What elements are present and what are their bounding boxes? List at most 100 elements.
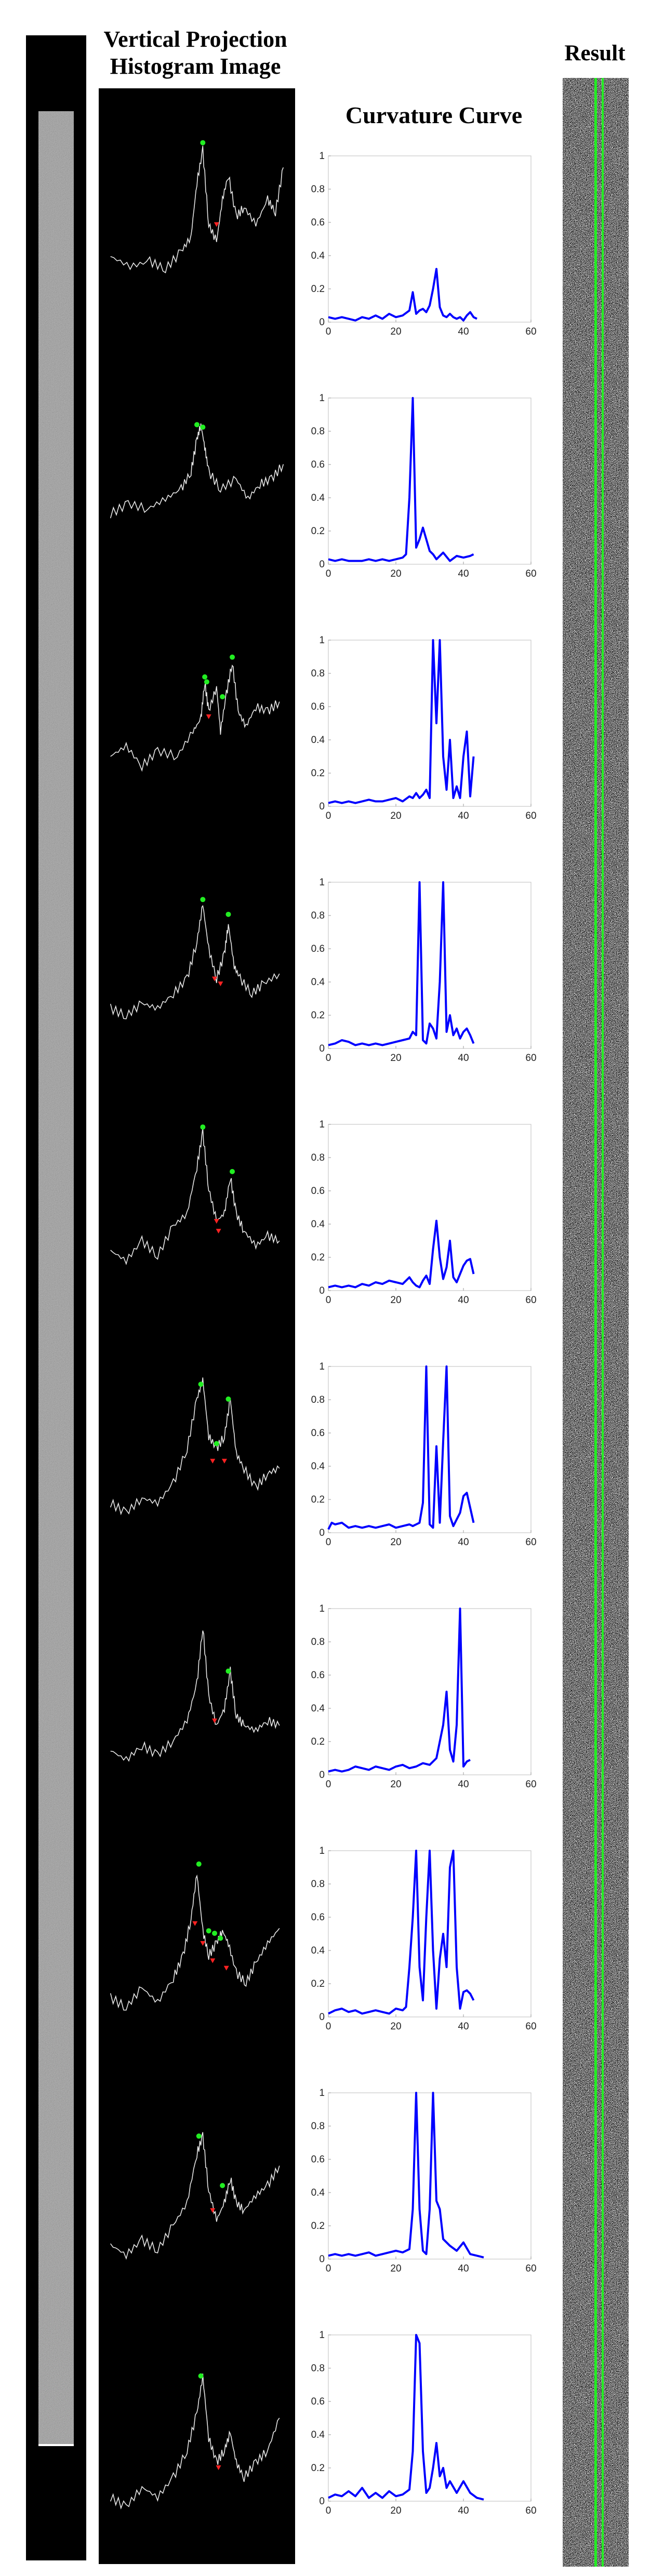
input-strip-panel [26, 35, 86, 2560]
peak-marker [200, 897, 206, 902]
peak-marker [200, 140, 206, 145]
curvature-line [328, 1850, 475, 2015]
curvature-line [328, 639, 475, 804]
plot-area [328, 155, 532, 323]
projection-panel [99, 88, 295, 2564]
x-tick-label: 60 [525, 2263, 536, 2274]
y-tick-label: 1 [319, 2330, 325, 2341]
plot-area [328, 1608, 532, 1775]
x-tick-label: 0 [326, 1537, 331, 1548]
x-tick-label: 60 [525, 2021, 536, 2032]
y-tick-label: 0.4 [311, 1703, 325, 1714]
y-tick-label: 0.6 [311, 1186, 325, 1197]
projection-svg [110, 140, 284, 2510]
peak-marker [214, 1441, 219, 1446]
y-tick-label: 0.4 [311, 2429, 325, 2440]
input-strip-image [26, 35, 86, 2560]
y-tick-label: 0 [319, 2254, 325, 2265]
plot-area [328, 397, 532, 565]
y-tick-label: 0.8 [311, 1152, 325, 1163]
valley-marker [214, 222, 219, 227]
projection-histogram-7 [110, 1630, 280, 1762]
curvature-line [328, 2092, 484, 2259]
result-line-left [594, 78, 597, 2567]
y-tick-label: 0 [319, 1770, 325, 1781]
projection-histogram-9 [110, 2132, 280, 2260]
projection-heading-line2: Histogram Image [110, 53, 281, 79]
peak-marker [225, 1668, 231, 1674]
histogram-line [110, 1127, 280, 1266]
y-tick-label: 0.4 [311, 1219, 325, 1230]
x-tick-label: 60 [525, 326, 536, 337]
x-tick-label: 20 [390, 2263, 401, 2274]
y-tick-label: 0.2 [311, 2463, 325, 2474]
x-tick-label: 40 [458, 2505, 469, 2516]
peak-marker [225, 1396, 231, 1402]
curvature-chart-5: 0 0.2 0.4 0.6 0.8 1 0 20 40 60 [311, 1119, 537, 1306]
curvature-line [327, 1365, 475, 1530]
x-tick-label: 20 [390, 1295, 401, 1306]
y-tick-label: 1 [319, 2088, 325, 2099]
y-tick-label: 0 [319, 1285, 325, 1296]
valley-marker [206, 714, 211, 720]
y-tick-label: 0.6 [311, 1912, 325, 1923]
x-tick-label: 40 [458, 1779, 469, 1790]
valley-marker [192, 1921, 198, 1926]
valley-marker [200, 1941, 206, 1946]
curvature-heading: Curvature Curve [345, 102, 523, 128]
peak-marker [220, 694, 225, 699]
curvature-line [328, 1219, 475, 1289]
histogram-line [110, 2132, 280, 2260]
x-tick-label: 0 [326, 2263, 331, 2274]
curvature-line [328, 397, 474, 562]
y-tick-label: 0.6 [311, 2396, 325, 2407]
peak-marker [196, 1861, 202, 1867]
x-tick-label: 40 [458, 2021, 469, 2032]
valley-marker [210, 1458, 216, 1464]
histogram-line [110, 1874, 280, 2011]
x-tick-label: 40 [458, 2263, 469, 2274]
peak-marker [196, 2133, 202, 2139]
x-tick-label: 60 [525, 2505, 536, 2516]
y-tick-label: 0 [319, 801, 325, 812]
curvature-panel: 0 0.2 0.4 0.6 0.8 1 0 20 40 60 0 0.2 0.4 0.6 0.8 1 0 20 40… [307, 145, 546, 2567]
y-tick-label: 0.8 [311, 426, 325, 437]
projection-heading: Vertical Projection Histogram Image [91, 26, 299, 80]
y-tick-label: 0.8 [311, 184, 325, 195]
y-tick-label: 0 [319, 317, 325, 328]
x-tick-label: 20 [390, 1779, 401, 1790]
peak-marker [198, 1382, 204, 1387]
result-line-right [602, 78, 604, 2567]
plot-area [328, 2334, 532, 2502]
valley-marker [216, 1229, 221, 1234]
y-tick-label: 0.2 [311, 1494, 325, 1505]
y-tick-label: 1 [319, 1603, 325, 1614]
x-tick-label: 0 [326, 1295, 331, 1306]
x-tick-label: 0 [326, 568, 331, 579]
x-tick-label: 0 [326, 811, 331, 821]
x-tick-label: 20 [390, 2021, 401, 2032]
histogram-line [110, 1377, 280, 1516]
y-tick-label: 0.4 [311, 1461, 325, 1472]
y-tick-label: 1 [319, 1361, 325, 1372]
y-tick-label: 0.6 [311, 1428, 325, 1439]
curvature-chart-9: 0 0.2 0.4 0.6 0.8 1 0 20 40 60 [311, 2088, 537, 2274]
valley-marker [216, 2465, 221, 2471]
projection-histogram-4 [110, 897, 280, 1019]
x-tick-label: 20 [390, 1053, 401, 1064]
y-tick-label: 0.4 [311, 2187, 325, 2198]
curvature-chart-10: 0 0.2 0.4 0.6 0.8 1 0 20 40 60 [311, 2330, 537, 2516]
y-tick-label: 0.8 [311, 1879, 325, 1890]
valley-marker [218, 981, 223, 987]
projection-histogram-8 [110, 1861, 280, 2011]
peak-marker [204, 679, 209, 685]
x-tick-label: 0 [326, 1053, 331, 1064]
y-tick-label: 1 [319, 877, 325, 888]
result-heading: Result [564, 41, 626, 65]
peak-marker [206, 1928, 211, 1934]
y-tick-label: 0.2 [311, 284, 325, 295]
peak-marker [212, 1930, 218, 1936]
peak-marker [194, 422, 200, 428]
y-tick-label: 0 [319, 1043, 325, 1054]
y-tick-label: 0 [319, 559, 325, 570]
